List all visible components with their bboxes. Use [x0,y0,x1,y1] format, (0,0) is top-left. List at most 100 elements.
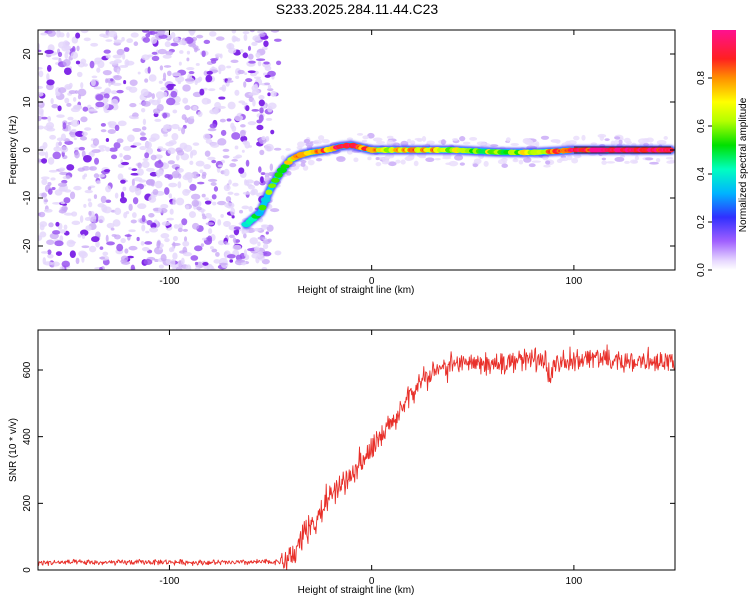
noise-speckle [132,197,139,205]
noise-speckle [109,60,119,65]
noise-speckle [131,212,137,218]
noise-speckle [102,69,112,76]
track-halo [624,160,630,164]
track-halo [575,155,582,158]
noise-speckle [141,215,146,223]
track-halo [623,137,631,143]
noise-speckle [242,191,251,195]
noise-speckle [144,152,150,159]
noise-speckle [68,90,77,95]
snr-y-tick-label: 0 [22,567,33,573]
noise-speckle [99,256,106,260]
noise-speckle [171,132,179,141]
noise-speckle [265,231,269,235]
noise-speckle [82,106,89,112]
noise-speckle [105,138,110,143]
track-halo [581,134,586,141]
noise-speckle [58,167,66,172]
noise-speckle [60,145,69,153]
noise-speckle [150,99,160,106]
noise-speckle [166,97,176,106]
noise-speckle [168,193,173,199]
track-blob [265,189,273,195]
noise-speckle [157,48,167,55]
noise-speckle [142,158,149,162]
track-halo [462,141,471,145]
track-halo [528,163,536,168]
noise-speckle [257,30,265,34]
snr-x-tick-label: -100 [159,576,179,587]
noise-speckle [58,141,62,146]
noise-speckle [164,41,171,48]
noise-speckle [245,159,250,167]
noise-speckle [41,178,48,186]
track-halo [321,139,330,144]
noise-speckle [186,67,195,71]
noise-speckle [98,219,103,224]
noise-speckle [92,218,97,224]
noise-speckle [99,267,103,270]
noise-speckle [46,79,55,86]
noise-speckle [139,136,147,141]
noise-speckle [151,51,158,55]
noise-speckle [202,215,207,220]
noise-speckle [234,89,240,96]
noise-speckle [113,142,121,149]
noise-speckle [95,94,104,101]
track-halo [417,138,423,142]
noise-speckle [51,186,56,191]
noise-speckle [178,61,182,66]
chart-title: S233.2025.284.11.44.C23 [276,1,439,17]
noise-speckle [47,249,52,255]
noise-speckle [183,251,192,257]
noise-speckle [83,155,92,163]
noise-speckle [220,129,227,136]
noise-speckle [140,88,149,97]
track-halo [376,140,386,144]
noise-speckle [101,204,108,213]
noise-speckle [192,45,199,50]
noise-speckle [258,95,265,100]
noise-speckle [200,243,204,248]
noise-speckle [106,241,115,246]
noise-speckle [129,102,137,108]
noise-speckle [173,224,179,229]
track-halo [286,170,292,176]
track-halo [634,155,640,161]
signal-track [241,140,675,229]
noise-speckle [182,228,188,232]
noise-speckle [202,133,211,141]
noise-speckle [191,222,200,230]
track-halo [459,136,466,142]
noise-speckle [165,258,173,265]
noise-speckle [227,191,234,195]
noise-speckle [189,115,195,119]
noise-speckle [48,222,54,228]
noise-speckle [213,259,221,264]
noise-speckle [38,115,42,122]
noise-speckle [251,41,258,47]
noise-speckle [105,185,112,193]
noise-speckle [239,49,244,53]
noise-speckle [196,206,202,211]
noise-speckle [252,35,261,42]
noise-speckle [158,246,163,251]
noise-speckle [110,227,115,231]
noise-speckle [38,70,44,78]
track-halo [318,135,325,141]
noise-speckle [253,180,260,186]
noise-speckle [46,239,55,245]
noise-speckle [105,146,111,152]
noise-speckle [155,91,165,99]
noise-speckle [150,154,157,161]
noise-speckle [172,252,178,260]
noise-speckle [43,208,53,213]
noise-speckle [140,241,145,246]
noise-speckle [179,50,184,54]
noise-speckle [81,131,88,137]
noise-speckle [197,111,203,117]
colorbar: 0.0 0.2 0.4 0.6 0.8 Normalized spectral ampl… [696,30,749,277]
noise-speckle [273,147,282,151]
track-halo [571,157,579,164]
noise-speckle [40,32,48,36]
